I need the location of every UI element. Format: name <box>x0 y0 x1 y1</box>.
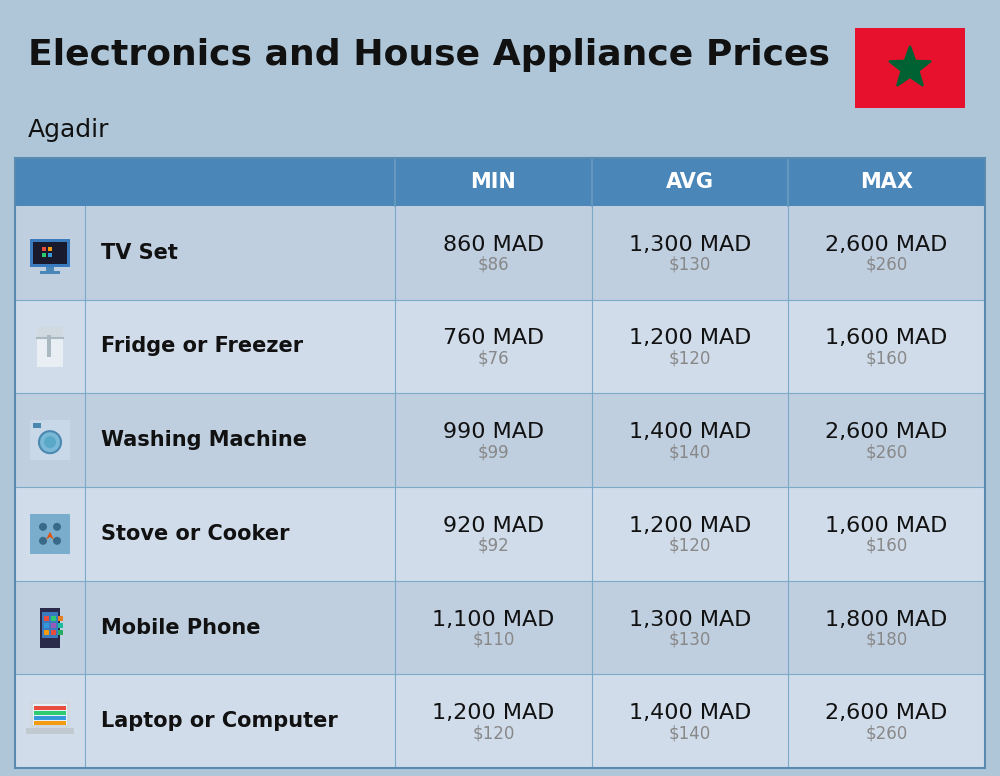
Text: $120: $120 <box>669 537 711 555</box>
Text: $160: $160 <box>866 349 908 368</box>
Bar <box>42 611 58 638</box>
Bar <box>34 716 66 720</box>
Bar <box>30 514 70 554</box>
Text: MIN: MIN <box>470 172 516 192</box>
Text: Agadir: Agadir <box>28 118 110 142</box>
Bar <box>40 608 60 647</box>
Bar <box>47 334 51 345</box>
Text: Laptop or Computer: Laptop or Computer <box>101 711 338 731</box>
Bar <box>44 622 49 628</box>
Bar <box>15 580 985 674</box>
Bar <box>37 327 63 366</box>
Bar <box>47 342 51 356</box>
Text: $260: $260 <box>866 256 908 274</box>
Bar <box>46 267 54 271</box>
Text: 1,100 MAD: 1,100 MAD <box>432 609 555 629</box>
Text: 1,200 MAD: 1,200 MAD <box>432 703 555 723</box>
Text: 760 MAD: 760 MAD <box>443 328 544 348</box>
Text: Stove or Cooker: Stove or Cooker <box>101 524 290 544</box>
Text: $86: $86 <box>478 256 509 274</box>
Bar <box>44 629 49 635</box>
Bar <box>58 622 63 628</box>
Bar <box>51 629 56 635</box>
Bar <box>51 615 56 621</box>
Text: $110: $110 <box>472 631 515 649</box>
Text: 1,800 MAD: 1,800 MAD <box>825 609 948 629</box>
Text: 2,600 MAD: 2,600 MAD <box>825 235 948 255</box>
Text: $140: $140 <box>669 724 711 742</box>
Bar <box>30 702 70 728</box>
Bar <box>30 420 70 460</box>
Text: 920 MAD: 920 MAD <box>443 516 544 536</box>
Text: TV Set: TV Set <box>101 243 178 263</box>
Bar <box>33 704 67 725</box>
Text: $76: $76 <box>478 349 509 368</box>
Bar <box>40 271 60 274</box>
Bar <box>15 487 985 580</box>
Text: 1,600 MAD: 1,600 MAD <box>825 516 948 536</box>
Text: 1,600 MAD: 1,600 MAD <box>825 328 948 348</box>
Text: 1,300 MAD: 1,300 MAD <box>629 609 751 629</box>
Bar <box>15 674 985 768</box>
Bar <box>34 711 66 715</box>
Text: $140: $140 <box>669 443 711 461</box>
Bar <box>15 206 985 300</box>
Text: $130: $130 <box>669 256 711 274</box>
Text: $130: $130 <box>669 631 711 649</box>
Bar <box>855 28 965 108</box>
Bar <box>26 728 74 734</box>
Circle shape <box>53 537 61 545</box>
Text: Fridge or Freezer: Fridge or Freezer <box>101 337 303 356</box>
Text: $120: $120 <box>472 724 515 742</box>
Polygon shape <box>46 532 54 540</box>
Text: $180: $180 <box>866 631 908 649</box>
Text: $120: $120 <box>669 349 711 368</box>
Circle shape <box>53 523 61 531</box>
Bar <box>15 393 985 487</box>
Text: Electronics and House Appliance Prices: Electronics and House Appliance Prices <box>28 38 830 72</box>
Circle shape <box>39 523 47 531</box>
Text: $99: $99 <box>478 443 509 461</box>
Text: Mobile Phone: Mobile Phone <box>101 618 260 638</box>
Text: AVG: AVG <box>666 172 714 192</box>
Text: $260: $260 <box>866 724 908 742</box>
Text: 990 MAD: 990 MAD <box>443 422 544 442</box>
Text: MAX: MAX <box>860 172 913 192</box>
Text: 1,300 MAD: 1,300 MAD <box>629 235 751 255</box>
Bar <box>58 629 63 635</box>
Circle shape <box>44 436 56 449</box>
Polygon shape <box>889 46 931 86</box>
Bar <box>48 253 52 257</box>
Bar <box>44 615 49 621</box>
Bar <box>51 622 56 628</box>
Bar <box>33 242 67 264</box>
Text: Washing Machine: Washing Machine <box>101 430 307 450</box>
Bar <box>30 239 70 267</box>
Text: $260: $260 <box>866 443 908 461</box>
Bar <box>42 247 46 251</box>
Bar <box>48 247 52 251</box>
Bar <box>33 423 41 428</box>
Bar <box>58 615 63 621</box>
Text: 2,600 MAD: 2,600 MAD <box>825 703 948 723</box>
Bar <box>37 327 63 338</box>
Circle shape <box>39 431 61 453</box>
Text: 1,400 MAD: 1,400 MAD <box>629 422 751 442</box>
Circle shape <box>39 537 47 545</box>
Text: $160: $160 <box>866 537 908 555</box>
Text: 1,200 MAD: 1,200 MAD <box>629 516 751 536</box>
Bar <box>34 721 66 725</box>
Text: 1,400 MAD: 1,400 MAD <box>629 703 751 723</box>
Bar <box>15 300 985 393</box>
Text: $92: $92 <box>477 537 509 555</box>
Text: 2,600 MAD: 2,600 MAD <box>825 422 948 442</box>
Text: 860 MAD: 860 MAD <box>443 235 544 255</box>
Bar <box>34 706 66 710</box>
Bar <box>42 253 46 257</box>
Bar <box>15 158 985 206</box>
Text: 1,200 MAD: 1,200 MAD <box>629 328 751 348</box>
